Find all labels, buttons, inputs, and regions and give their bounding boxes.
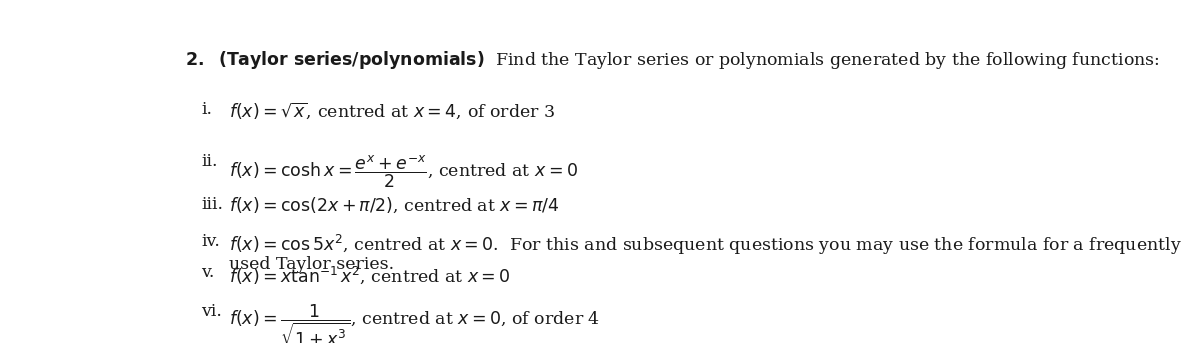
Text: $f(x) = x\tan^{-1} x^2$, centred at $x = 0$: $f(x) = x\tan^{-1} x^2$, centred at $x =…: [229, 264, 511, 286]
Text: i.: i.: [202, 100, 212, 118]
Text: $f(x) = \sqrt{x}$, centred at $x = 4$, of order 3: $f(x) = \sqrt{x}$, centred at $x = 4$, o…: [229, 100, 556, 121]
Text: $\mathbf{2.}$  $\mathbf{(Taylor\ series/polynomials)}$  Find the Taylor series o: $\mathbf{2.}$ $\mathbf{(Taylor\ series/p…: [185, 49, 1160, 71]
Text: vi.: vi.: [202, 303, 222, 320]
Text: v.: v.: [202, 264, 215, 281]
Text: ii.: ii.: [202, 153, 217, 170]
Text: $f(x) = \cos(2x + \pi/2)$, centred at $x = \pi/4$: $f(x) = \cos(2x + \pi/2)$, centred at $x…: [229, 196, 559, 215]
Text: $f(x) = \dfrac{1}{\sqrt{1+x^3}}$, centred at $x = 0$, of order 4: $f(x) = \dfrac{1}{\sqrt{1+x^3}}$, centre…: [229, 303, 600, 343]
Text: iv.: iv.: [202, 233, 220, 250]
Text: $f(x) = \cosh x = \dfrac{e^{x} + e^{-x}}{2}$, centred at $x = 0$: $f(x) = \cosh x = \dfrac{e^{x} + e^{-x}}…: [229, 153, 578, 190]
Text: used Taylor series.: used Taylor series.: [229, 257, 394, 273]
Text: $f(x) = \cos 5x^2$, centred at $x = 0$.  For this and subsequent questions you m: $f(x) = \cos 5x^2$, centred at $x = 0$. …: [229, 233, 1182, 257]
Text: iii.: iii.: [202, 196, 223, 213]
